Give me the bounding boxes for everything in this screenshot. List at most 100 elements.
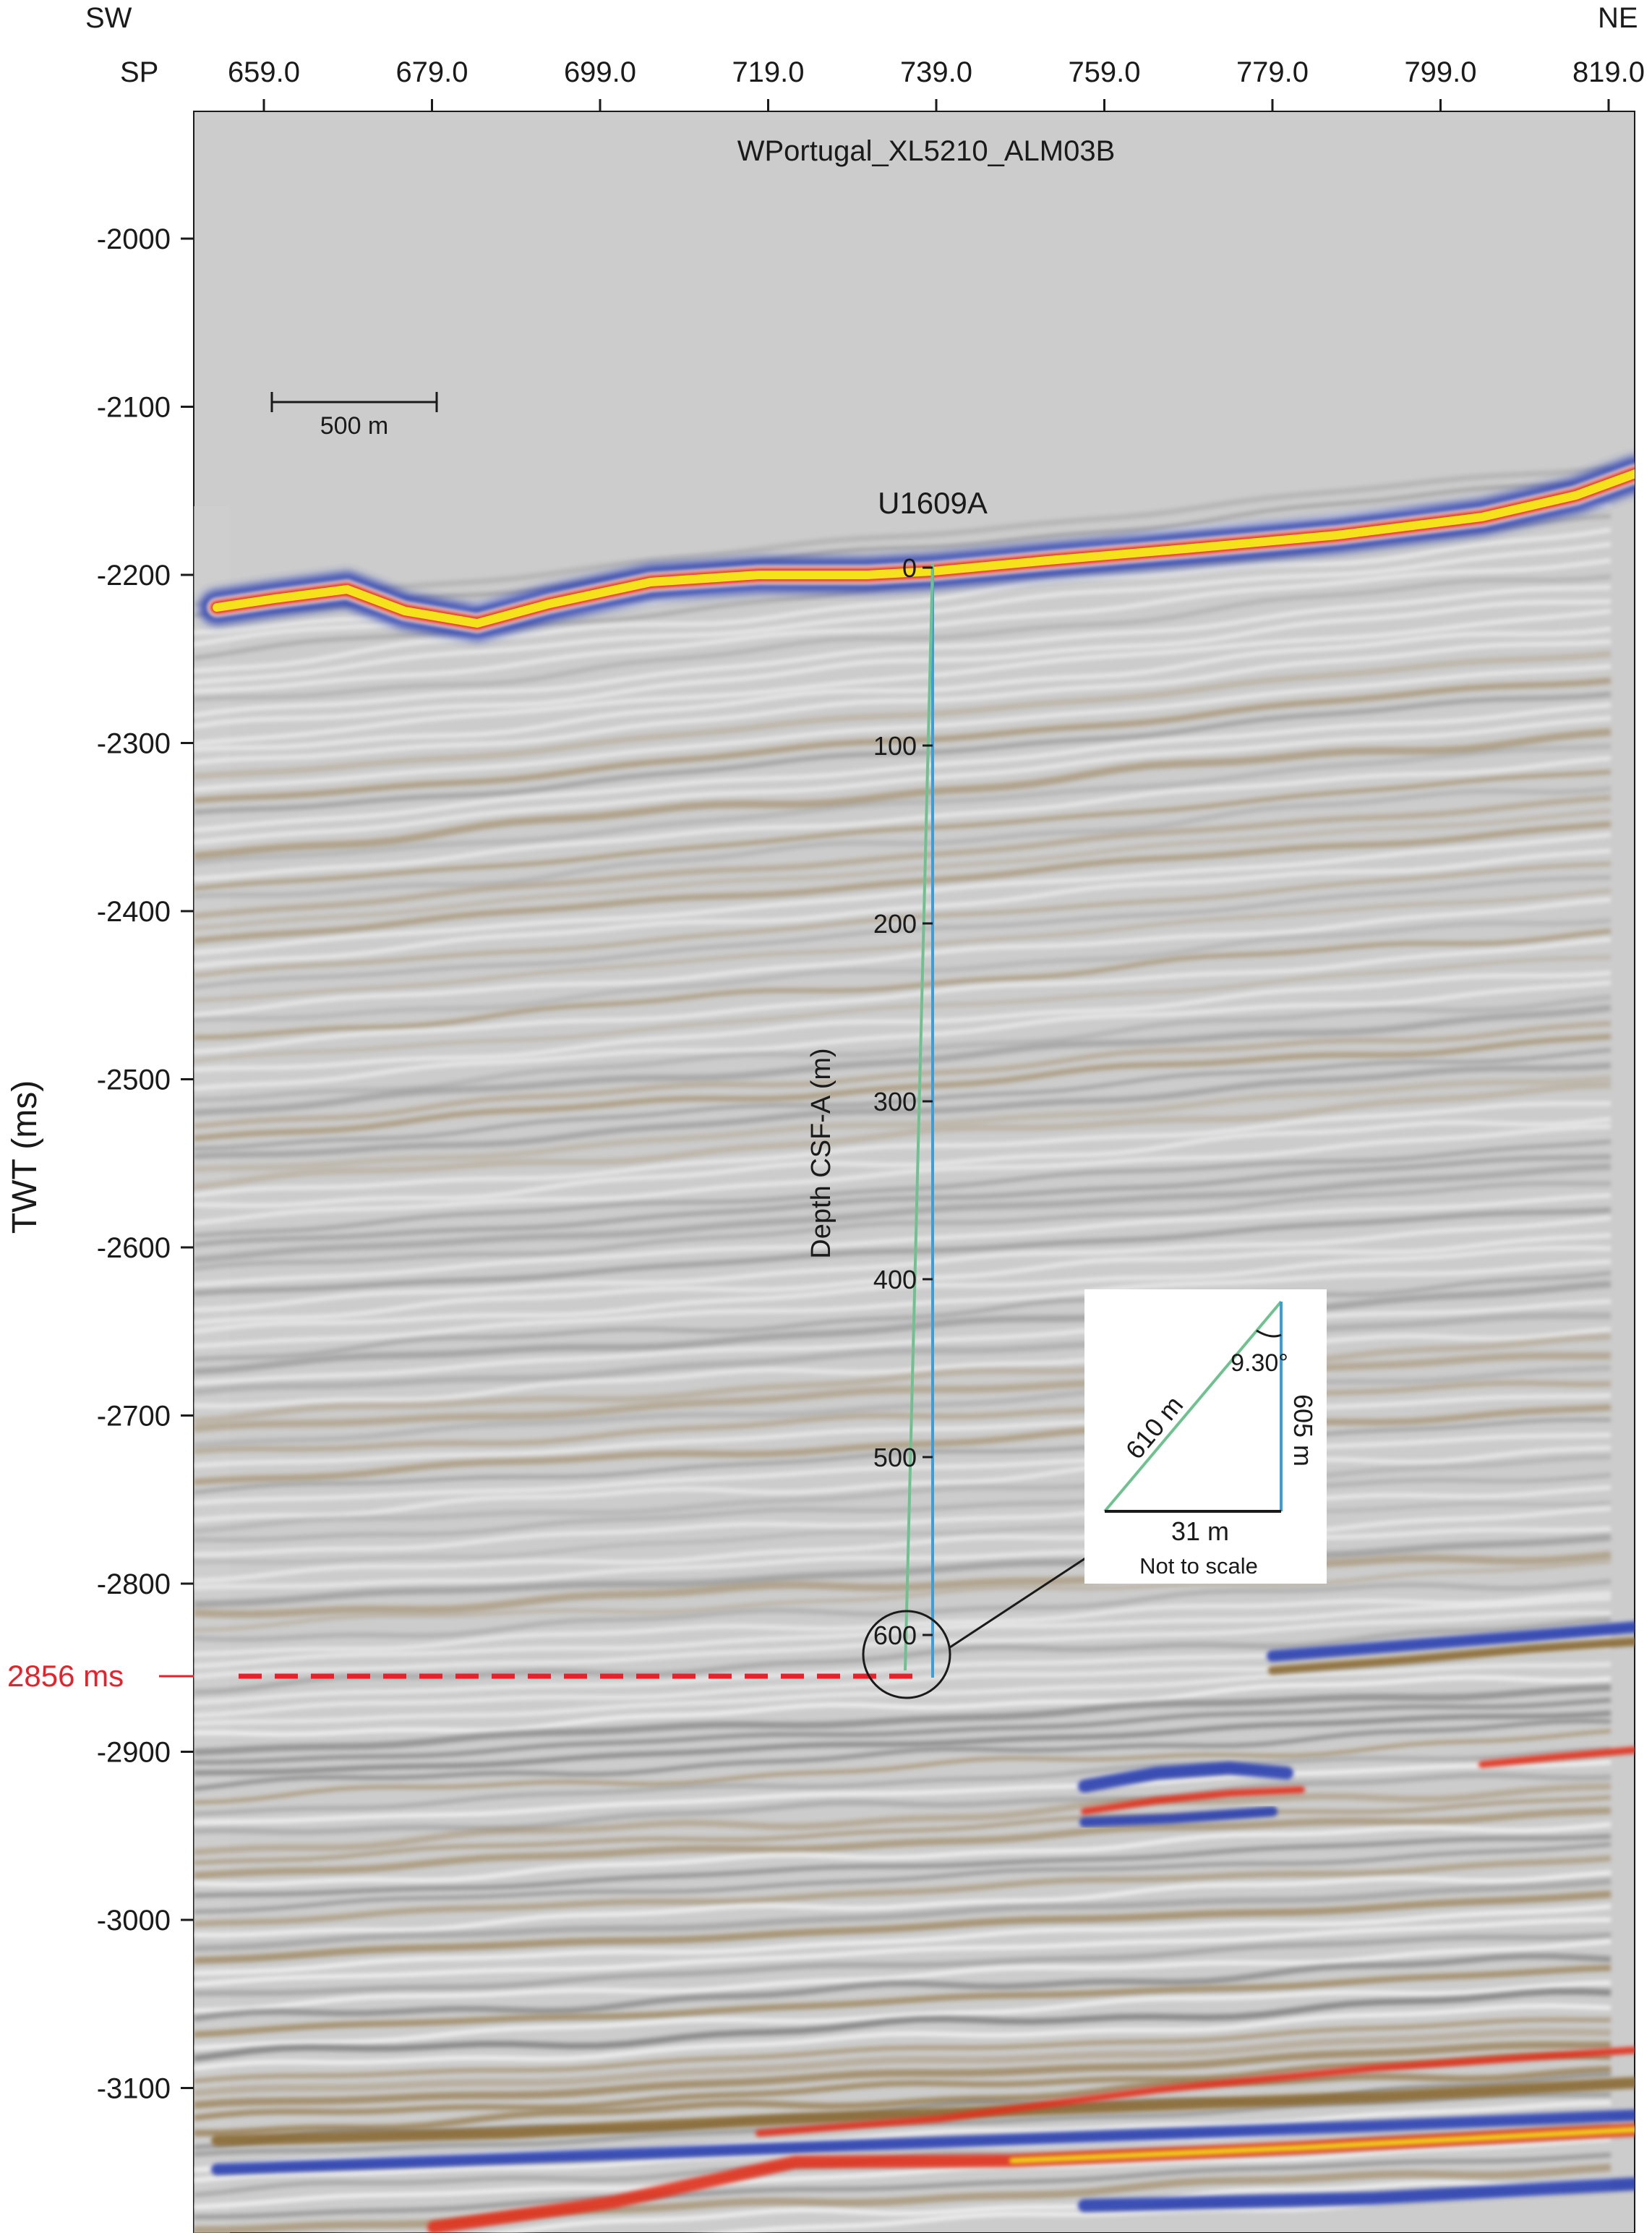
stratigraphic-reflector (194, 955, 1612, 1063)
stratigraphic-reflector (194, 1746, 1612, 1816)
twt-tick-label: -2500 (97, 1064, 171, 1096)
stratigraphic-reflector (194, 609, 1612, 746)
sp-tick-label: 779.0 (1236, 56, 1309, 88)
inset-vertical-label: 605 m (1288, 1394, 1318, 1466)
stratigraphic-reflector (194, 1446, 1612, 1523)
stratigraphic-reflector (194, 1271, 1612, 1362)
stratigraphic-reflector (194, 2028, 1612, 2097)
depth-tick-label: 300 (873, 1087, 917, 1116)
sp-tick-label: 679.0 (395, 56, 468, 88)
stratigraphic-reflector (194, 1154, 1612, 1247)
stratigraphic-reflector (194, 677, 1612, 804)
stratigraphic-reflector (194, 1795, 1612, 1866)
stratigraphic-reflector (194, 2152, 1612, 2220)
stratigraphic-reflector (194, 1890, 1612, 1965)
twt-tick-label: -2200 (97, 560, 171, 592)
stratigraphic-reflector (194, 1772, 1612, 1835)
stratigraphic-reflector (194, 1662, 1612, 1726)
twt-axis: -2000 -2100 -2200 -2300 -2400 -2500 -2600 -2700… (97, 223, 194, 2105)
sw-direction-label: SW (85, 2, 132, 34)
inset-base-label: 31 m (1171, 1516, 1229, 1546)
deep-positive-event (1081, 1786, 1305, 1815)
stratigraphic-reflector (194, 1472, 1612, 1542)
stratigraphic-reflector (194, 1299, 1612, 1386)
stratigraphic-reflector (194, 1033, 1612, 1142)
stratigraphic-reflector (194, 1718, 1612, 1791)
ne-direction-label: NE (1598, 2, 1638, 34)
inset-hypotenuse (1103, 1300, 1283, 1513)
deep-brown-event (211, 2077, 1635, 2146)
stratigraphic-reflector (194, 808, 1612, 931)
sp-tick-label: 719.0 (732, 56, 804, 88)
sp-tick-label: 799.0 (1404, 56, 1476, 88)
depth-axis-label: Depth CSF-A (m) (806, 1048, 836, 1258)
stratigraphic-reflector (194, 888, 1612, 1003)
stratigraphic-reflector (479, 2179, 1612, 2233)
stratigraphic-reflector (194, 1904, 1612, 1976)
stratigraphic-reflector (194, 1842, 1612, 1914)
trajectory-inset: 9.30° 610 m 605 m 31 m Not to scale (1084, 1289, 1327, 1584)
stratigraphic-reflector (194, 1782, 1612, 1856)
stratigraphic-reflector (194, 1710, 1612, 1776)
stratigraphic-reflector (194, 769, 1612, 891)
stratigraphic-reflector (194, 1591, 1612, 1657)
stratigraphic-reflector (194, 1216, 1612, 1312)
stratigraphic-reflector (194, 1163, 1612, 1264)
shotpoint-axis: 659.0 679.0 699.0 719.0 739.0 759.0 779.0 799.0… (194, 56, 1645, 112)
stratigraphic-reflector (194, 1327, 1612, 1409)
stratigraphic-reflector (194, 1728, 1612, 1805)
well-deviated-trajectory (904, 563, 934, 1671)
stratigraphic-reflector (194, 2017, 1612, 2084)
stratigraphic-reflector (194, 861, 1612, 978)
sp-tick-label: 759.0 (1068, 56, 1140, 88)
stratigraphic-reflector (194, 2137, 1612, 2209)
stratigraphic-reflector (194, 1931, 1612, 1997)
stratigraphic-reflector (194, 599, 1612, 729)
deep-brown-event (1268, 1637, 1635, 1675)
stratigraphic-reflector (194, 2003, 1612, 2071)
seafloor-core (213, 469, 1635, 628)
stratigraphic-reflector (194, 1870, 1612, 1938)
inset-panel (1084, 1289, 1327, 1584)
stratigraphic-reflector (194, 1855, 1612, 1927)
depth-tick-label: 600 (873, 1621, 917, 1650)
stratigraphic-reflector (194, 1527, 1612, 1590)
inset-note: Not to scale (1139, 1553, 1258, 1579)
stratigraphic-reflector (194, 1365, 1612, 1448)
stratigraphic-reflector (194, 1393, 1612, 1468)
stratigraphic-reflector (194, 1759, 1612, 1825)
stratigraphic-reflector (194, 574, 1612, 702)
stratigraphic-reflector (194, 1116, 1612, 1208)
twt-marker-label: 2856 ms (7, 1659, 124, 1693)
stratigraphic-reflector (194, 1595, 1612, 1669)
stratigraphic-reflector (194, 691, 1612, 815)
stratigraphic-reflector (194, 2041, 1612, 2109)
twt-tick-label: -2400 (97, 896, 171, 928)
stratigraphic-reflector (194, 1124, 1612, 1226)
stratigraphic-reflector (194, 980, 1612, 1091)
depth-tick-label: 200 (873, 909, 917, 939)
stratigraphic-reflector (194, 1980, 1612, 2050)
stratigraphic-reflector (194, 626, 1612, 751)
stratigraphic-reflector (194, 1048, 1612, 1151)
stratigraphic-reflector (194, 1559, 1612, 1632)
stratigraphic-reflector (194, 1417, 1612, 1495)
stratigraphic-reflector (194, 1433, 1612, 1506)
deep-positive-event (756, 2046, 1635, 2137)
sp-tick-label: 819.0 (1572, 56, 1645, 88)
stratigraphic-reflector (194, 1181, 1611, 1271)
stratigraphic-reflector (194, 1101, 1611, 1197)
stratigraphic-reflector (194, 1822, 1612, 1887)
stratigraphic-reflector (194, 1233, 1612, 1325)
stratigraphic-reflector (194, 527, 1612, 673)
stratigraphic-reflector (194, 832, 1612, 955)
stratigraphic-reflector (194, 970, 1612, 1072)
stratigraphic-reflector (194, 465, 1612, 607)
deep-negative-event (1267, 1621, 1635, 1662)
stratigraphic-reflector (194, 928, 1612, 1041)
twt-tick-label: -2800 (97, 1568, 171, 1600)
well-depth-axis: 0 100 200 300 400 500 600 (873, 553, 933, 1650)
stratigraphic-reflector (194, 1579, 1612, 1642)
stratigraphic-reflector (194, 918, 1612, 1023)
deep-positive-event (1478, 1746, 1635, 1768)
